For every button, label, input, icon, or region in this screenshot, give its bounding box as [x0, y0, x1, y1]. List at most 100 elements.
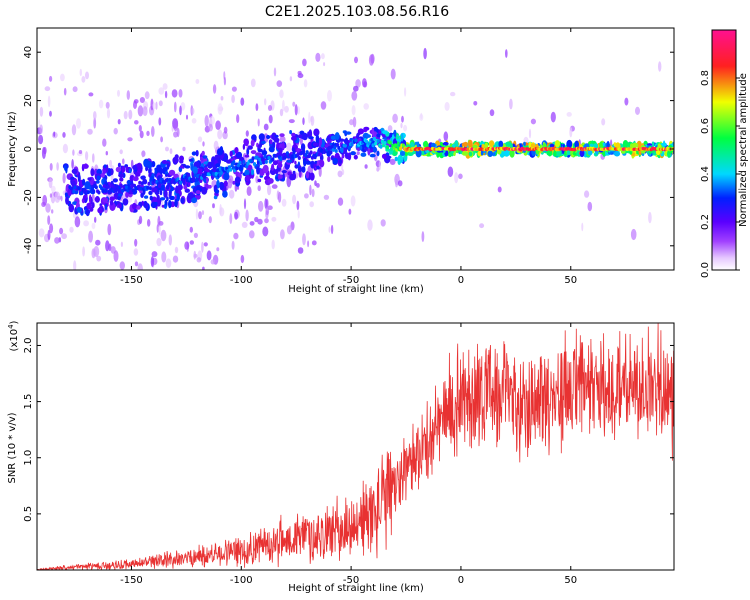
heatmap-cell	[349, 119, 354, 126]
heatmap-cell	[350, 151, 356, 156]
heatmap-cell	[96, 175, 101, 181]
heatmap-ridge-cell	[115, 184, 119, 189]
heatmap-cell	[73, 260, 77, 270]
heatmap-cell	[95, 180, 100, 184]
heatmap-cell	[96, 255, 102, 262]
heatmap-cell	[142, 106, 148, 117]
colorbar-ticks: 0.0 0.2 0.4 0.6 0.8	[700, 70, 740, 278]
heatmap-cell	[271, 216, 277, 222]
heatmap-cell	[313, 128, 320, 137]
heatmap-cell	[550, 111, 556, 123]
heatmap-cell	[127, 137, 133, 142]
heatmap-cell	[569, 127, 573, 138]
heatmap-cell	[397, 158, 401, 165]
heatmap-cell	[244, 174, 251, 182]
heatmap-cell	[125, 191, 129, 198]
heatmap-ridge-cell	[110, 183, 114, 188]
heatmap-cell	[337, 170, 343, 178]
heatmap-cell	[158, 117, 162, 126]
heatmap-cell	[360, 152, 367, 157]
heatmap-cell	[159, 190, 163, 196]
heatmap-ridge-cell	[88, 185, 92, 190]
heatmap-cell	[49, 193, 53, 198]
heatmap-cell	[291, 132, 296, 137]
heatmap-cell	[318, 137, 323, 146]
heatmap-cell	[372, 146, 377, 153]
y-tick-label: 20	[23, 94, 34, 107]
heatmap-cell	[250, 150, 257, 155]
y-tick-label: 1.5	[23, 394, 34, 410]
heatmap-cell	[164, 199, 168, 206]
x-tick-label: -50	[343, 275, 359, 286]
heatmap-cell	[56, 162, 59, 171]
heatmap-cell	[82, 163, 89, 169]
heatmap-cell	[297, 70, 302, 75]
heatmap-ridge-cell	[370, 137, 374, 142]
heatmap-cell	[74, 216, 81, 228]
heatmap-cell	[145, 202, 149, 210]
heatmap-cell	[168, 234, 172, 246]
snr-y-multiplier: (x104)	[7, 320, 20, 351]
heatmap-cell	[117, 162, 121, 168]
heatmap-cell	[48, 178, 53, 189]
heatmap-cell	[394, 156, 398, 162]
heatmap-cell	[118, 203, 122, 209]
heatmap-cell	[51, 209, 54, 214]
heatmap-cell	[54, 237, 60, 244]
heatmap-cell	[326, 135, 331, 141]
heatmap-cell	[234, 176, 241, 184]
heatmap-cell	[303, 157, 307, 167]
heatmap-cell	[289, 173, 295, 181]
heatmap-cell	[98, 99, 104, 109]
heatmap-cell	[150, 256, 155, 268]
heatmap-cell	[286, 225, 293, 235]
heatmap-ridge-cell	[216, 168, 220, 173]
heatmap-cell	[281, 170, 287, 174]
heatmap-cell	[376, 133, 381, 138]
heatmap-cell	[505, 49, 508, 58]
heatmap-cell	[201, 186, 208, 195]
heatmap-cell	[232, 180, 236, 185]
heatmap-cell	[380, 219, 386, 227]
heatmap-cell	[179, 155, 184, 162]
heatmap-cell	[151, 187, 158, 193]
heatmap-cell	[155, 101, 158, 110]
heatmap-cell	[294, 104, 298, 116]
heatmap-cell	[192, 166, 198, 174]
heatmap-cell	[132, 176, 139, 182]
heatmap-cell	[134, 120, 139, 125]
heatmap-cell	[581, 142, 586, 146]
heatmap-ridge-cell	[226, 169, 230, 173]
heatmap-ridge-cell	[139, 186, 143, 191]
heatmap-cell	[356, 133, 360, 140]
heatmap-cell	[206, 250, 212, 261]
heatmap-cell	[309, 184, 312, 196]
heatmap-cell	[371, 127, 375, 136]
heatmap-cell	[401, 115, 404, 123]
heatmap-cell	[444, 101, 450, 111]
heatmap-cell	[164, 90, 168, 99]
colorbar-label: Normalized spectral amplitude	[738, 73, 749, 227]
heatmap-cell	[345, 155, 351, 160]
x-tick-label: 50	[564, 275, 577, 286]
heatmap-cell	[84, 199, 87, 203]
heatmap-cell	[97, 207, 103, 214]
heatmap-cell	[292, 101, 296, 107]
heatmap-cell	[79, 68, 83, 77]
heatmap-cell	[195, 79, 200, 84]
heatmap-cell	[53, 131, 56, 137]
x-tick-label: 0	[458, 575, 464, 586]
heatmap-ridge-cell	[146, 185, 150, 190]
heatmap-ridge-cell	[328, 145, 332, 150]
colorbar-frame	[711, 29, 737, 271]
heatmap-cell	[62, 132, 66, 138]
heatmap-ridge-cell	[125, 185, 129, 190]
heatmap-cell	[632, 142, 639, 148]
heatmap-cell	[284, 105, 289, 113]
heatmap-cell	[71, 124, 77, 136]
heatmap-cell	[302, 117, 305, 125]
heatmap-cell	[278, 147, 283, 154]
heatmap-cell	[178, 89, 183, 98]
heatmap-cell	[354, 56, 358, 64]
heatmap-cell	[262, 164, 269, 174]
